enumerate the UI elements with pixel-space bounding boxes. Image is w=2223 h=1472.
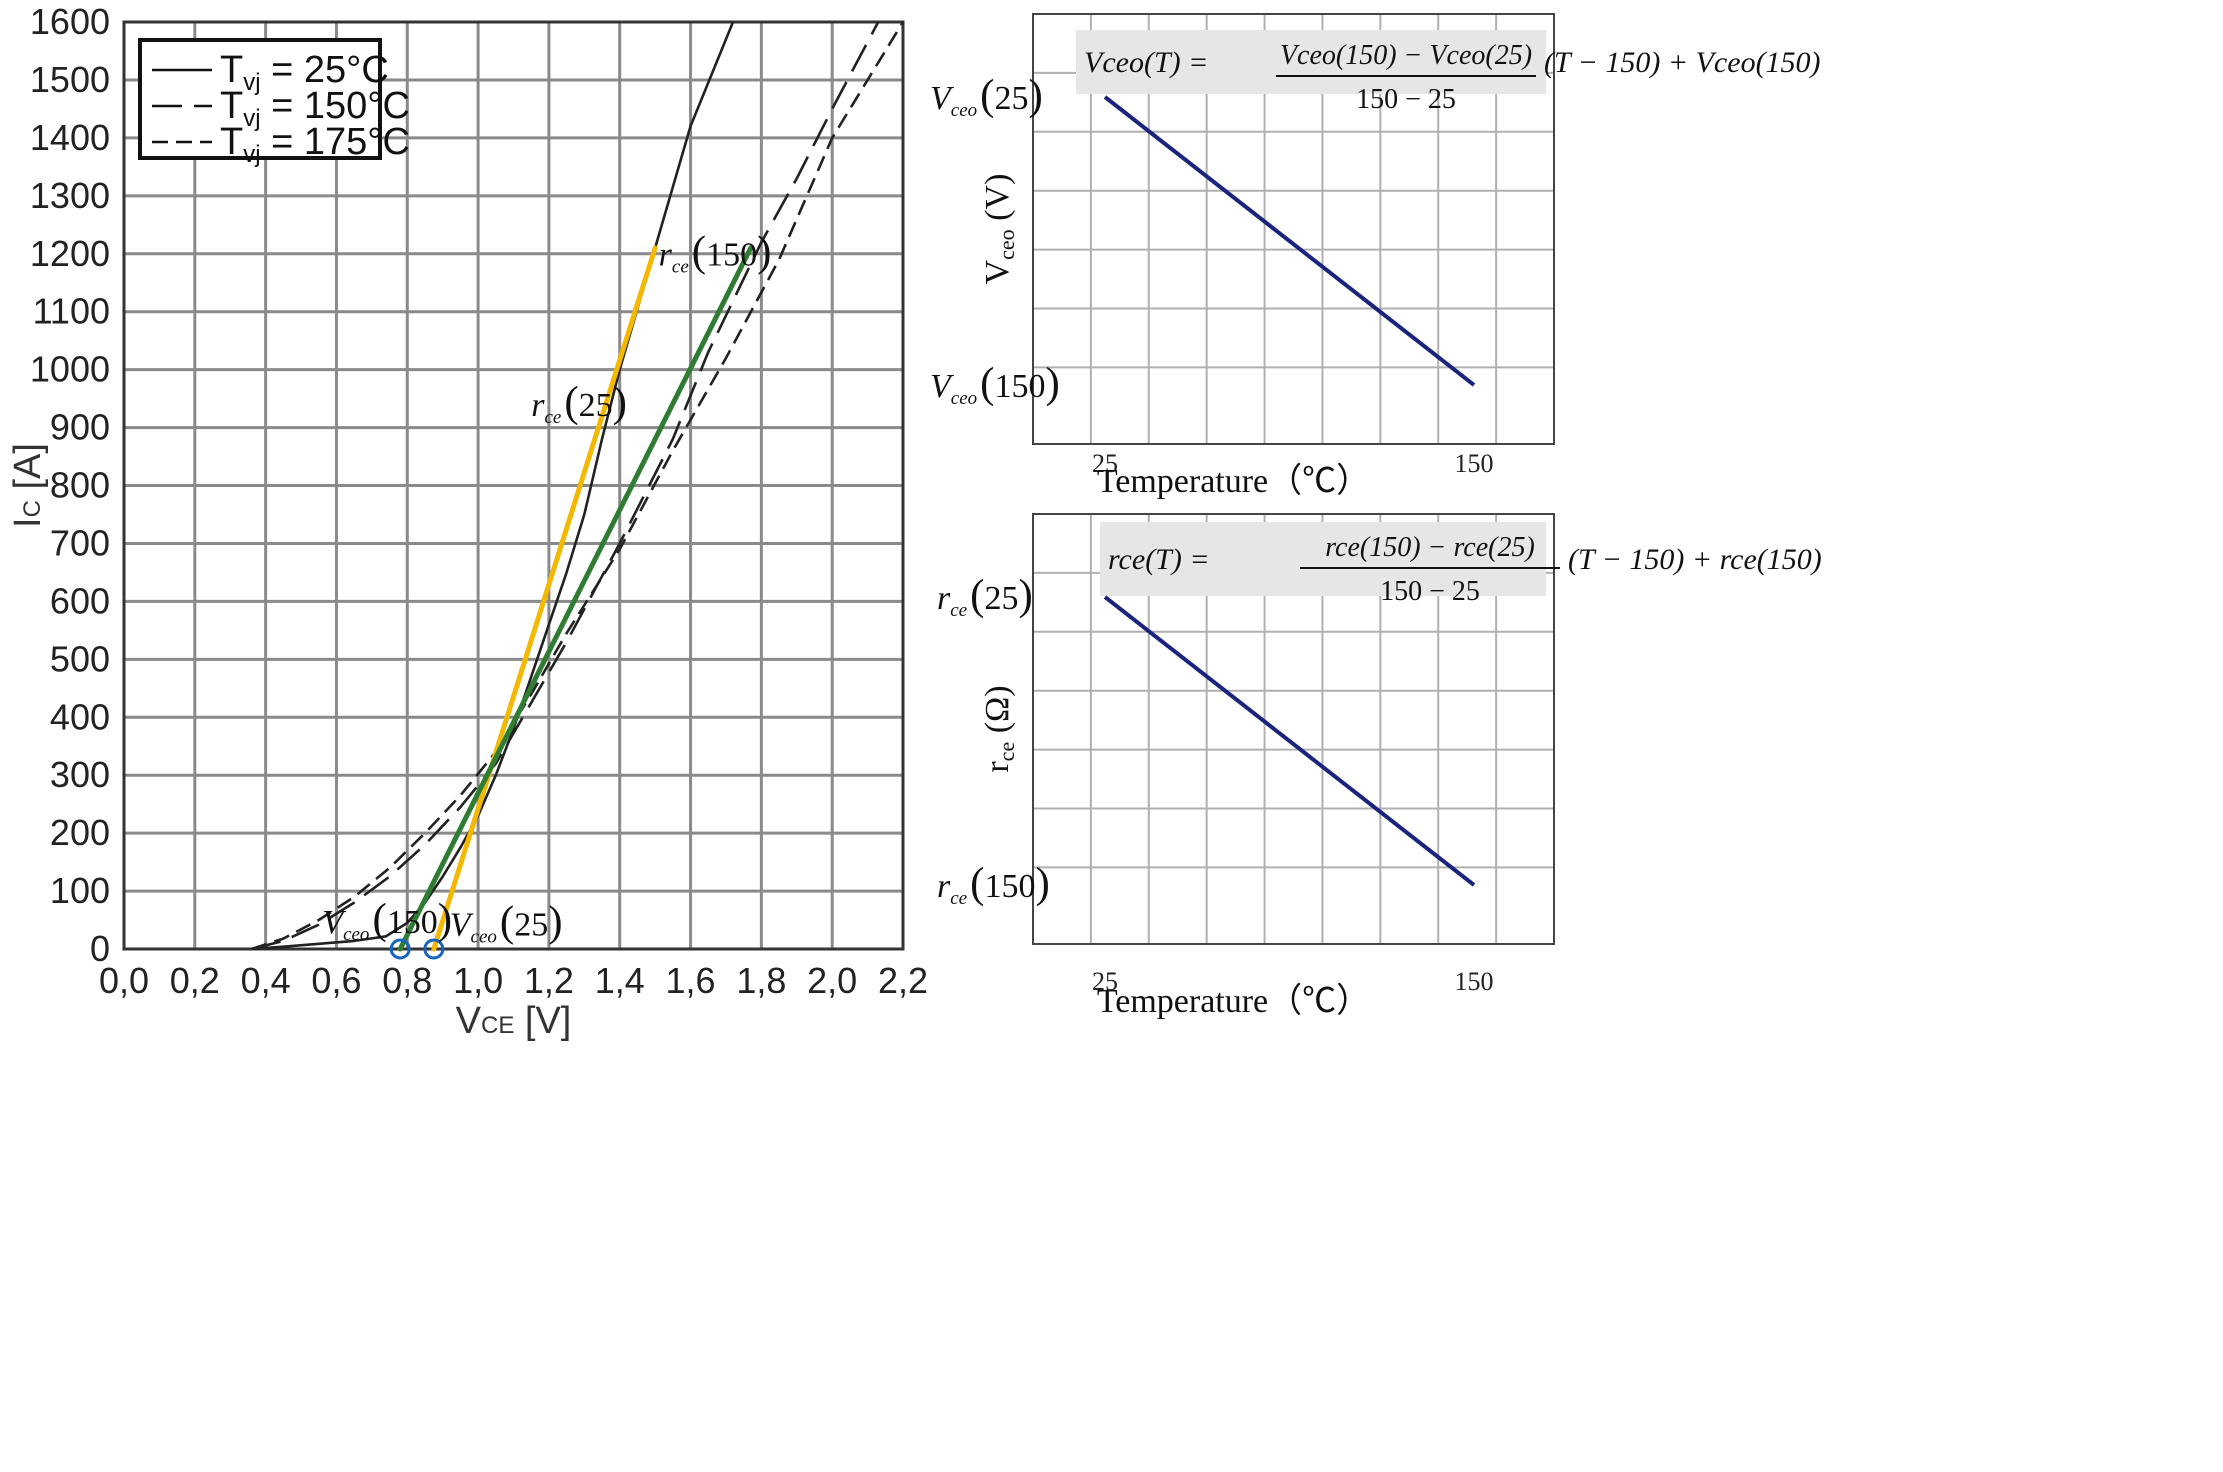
y-tick-label: 300: [50, 754, 110, 795]
temperature-line: [1103, 95, 1476, 387]
formula-tail: (T − 150) + Vceo(150): [1544, 46, 1821, 79]
y-tick-label: rce(25): [937, 572, 1033, 621]
y-tick-label: Vceo(150): [930, 360, 1060, 409]
x-tick-label: 1,8: [736, 960, 786, 1001]
x-tick-label: 1,2: [524, 960, 574, 1001]
ic-vce-chart: 0,0 0,2 0,4 0,6 0,8 1,0 1,2 1,4 1,6 1,8 2,0 2,2 0 100…: [7, 1, 928, 1042]
plot-frame: [122, 20, 905, 951]
x-tick-label: 2,2: [878, 960, 928, 1001]
formula-lhs: rce(T) =: [1108, 543, 1210, 576]
formula-lhs: Vceo(T) =: [1084, 46, 1208, 79]
y-tick-label: 1100: [33, 291, 110, 332]
y-tick-label: Vceo(25): [930, 72, 1043, 121]
x-tick-label: 0,4: [241, 960, 291, 1001]
x-axis-title: Temperature（℃）: [1097, 982, 1370, 1020]
y-axis-title: rce (Ω): [979, 685, 1019, 772]
x-tick-label: 150: [1455, 449, 1494, 478]
y-tick-label: 1500: [30, 59, 110, 100]
x-axis-title: VCE [V]: [456, 1000, 572, 1042]
formula-denominator: 150 − 25: [1356, 84, 1456, 115]
temperature-line: [1103, 595, 1476, 887]
y-tick-label: 900: [50, 407, 110, 448]
rce-temperature-chart: rce(T) = rce(150) − rce(25) 150 − 25 (T − 1…: [937, 513, 1822, 1020]
series-line-solid: [251, 21, 735, 951]
x-tick-label: 1,6: [666, 960, 716, 1001]
tangent-line: [397, 245, 754, 952]
formula: Vceo(T) = Vceo(150) − Vceo(25) 150 − 25 (T …: [1076, 30, 1821, 115]
formula-background: [1100, 522, 1546, 596]
x-axis-title: Temperature（℃）: [1097, 462, 1370, 500]
legend-box: [138, 38, 382, 160]
plot-frame: [1032, 513, 1555, 945]
y-tick-label: 1400: [30, 117, 110, 158]
x-tick-label: 0,0: [99, 960, 149, 1001]
legend-label: Tvj = 150°C: [220, 85, 410, 132]
legend-label: Tvj = 25°C: [220, 49, 389, 96]
x-tick-label: 1,0: [453, 960, 503, 1001]
y-axis-title: Vceo (V): [979, 174, 1019, 285]
y-tick-label: rce(150): [937, 860, 1050, 909]
y-tick-label: 400: [50, 696, 110, 737]
y-tick-label: 800: [50, 465, 110, 506]
y-axis-title: IC [A]: [7, 443, 49, 528]
annotation-label: rce(25): [531, 379, 627, 428]
formula-tail: (T − 150) + rce(150): [1568, 543, 1822, 576]
vceo-temperature-chart: Vceo(T) = Vceo(150) − Vceo(25) 150 − 25 (T …: [930, 13, 1821, 500]
y-tick-label: 500: [50, 638, 110, 679]
x-tick-label: 25: [1092, 449, 1118, 478]
formula-numerator: Vceo(150) − Vceo(25): [1280, 40, 1532, 71]
formula-background: [1076, 30, 1546, 94]
formula-denominator: 150 − 25: [1380, 576, 1480, 607]
x-tick-label: 0,8: [382, 960, 432, 1001]
y-tick-label: 1600: [30, 1, 110, 42]
formula: rce(T) = rce(150) − rce(25) 150 − 25 (T − 1…: [1100, 522, 1822, 607]
intercept-marker: [423, 938, 445, 960]
series-line-long-dash: [251, 21, 880, 951]
tangent-line: [431, 245, 658, 952]
x-tick-label: 0,2: [170, 960, 220, 1001]
formula-numerator: rce(150) − rce(25): [1325, 532, 1535, 563]
y-tick-label: 1200: [30, 233, 110, 274]
x-tick-label: 150: [1455, 967, 1494, 996]
intercept-marker: [389, 938, 411, 960]
y-tick-label: 200: [50, 812, 110, 853]
x-tick-label: 2,0: [807, 960, 857, 1001]
annotation-label: Vceo(25): [450, 899, 563, 948]
series-line-short-dash: [251, 21, 905, 951]
y-tick-label: 100: [50, 870, 110, 911]
y-tick-label: 600: [50, 580, 110, 621]
x-tick-label: 25: [1092, 967, 1118, 996]
annotation-label: rce(150): [659, 228, 772, 277]
y-tick-label: 700: [50, 522, 110, 563]
y-tick-label: 0: [90, 928, 110, 969]
x-tick-label: 0,6: [311, 960, 361, 1001]
legend-label: Tvj = 175°C: [220, 121, 410, 168]
x-tick-label: 1,4: [595, 960, 645, 1001]
y-tick-label: 1300: [30, 175, 110, 216]
plot-frame: [1032, 13, 1555, 445]
y-tick-label: 1000: [30, 349, 110, 390]
annotation-label: Vceo(150): [322, 896, 452, 945]
